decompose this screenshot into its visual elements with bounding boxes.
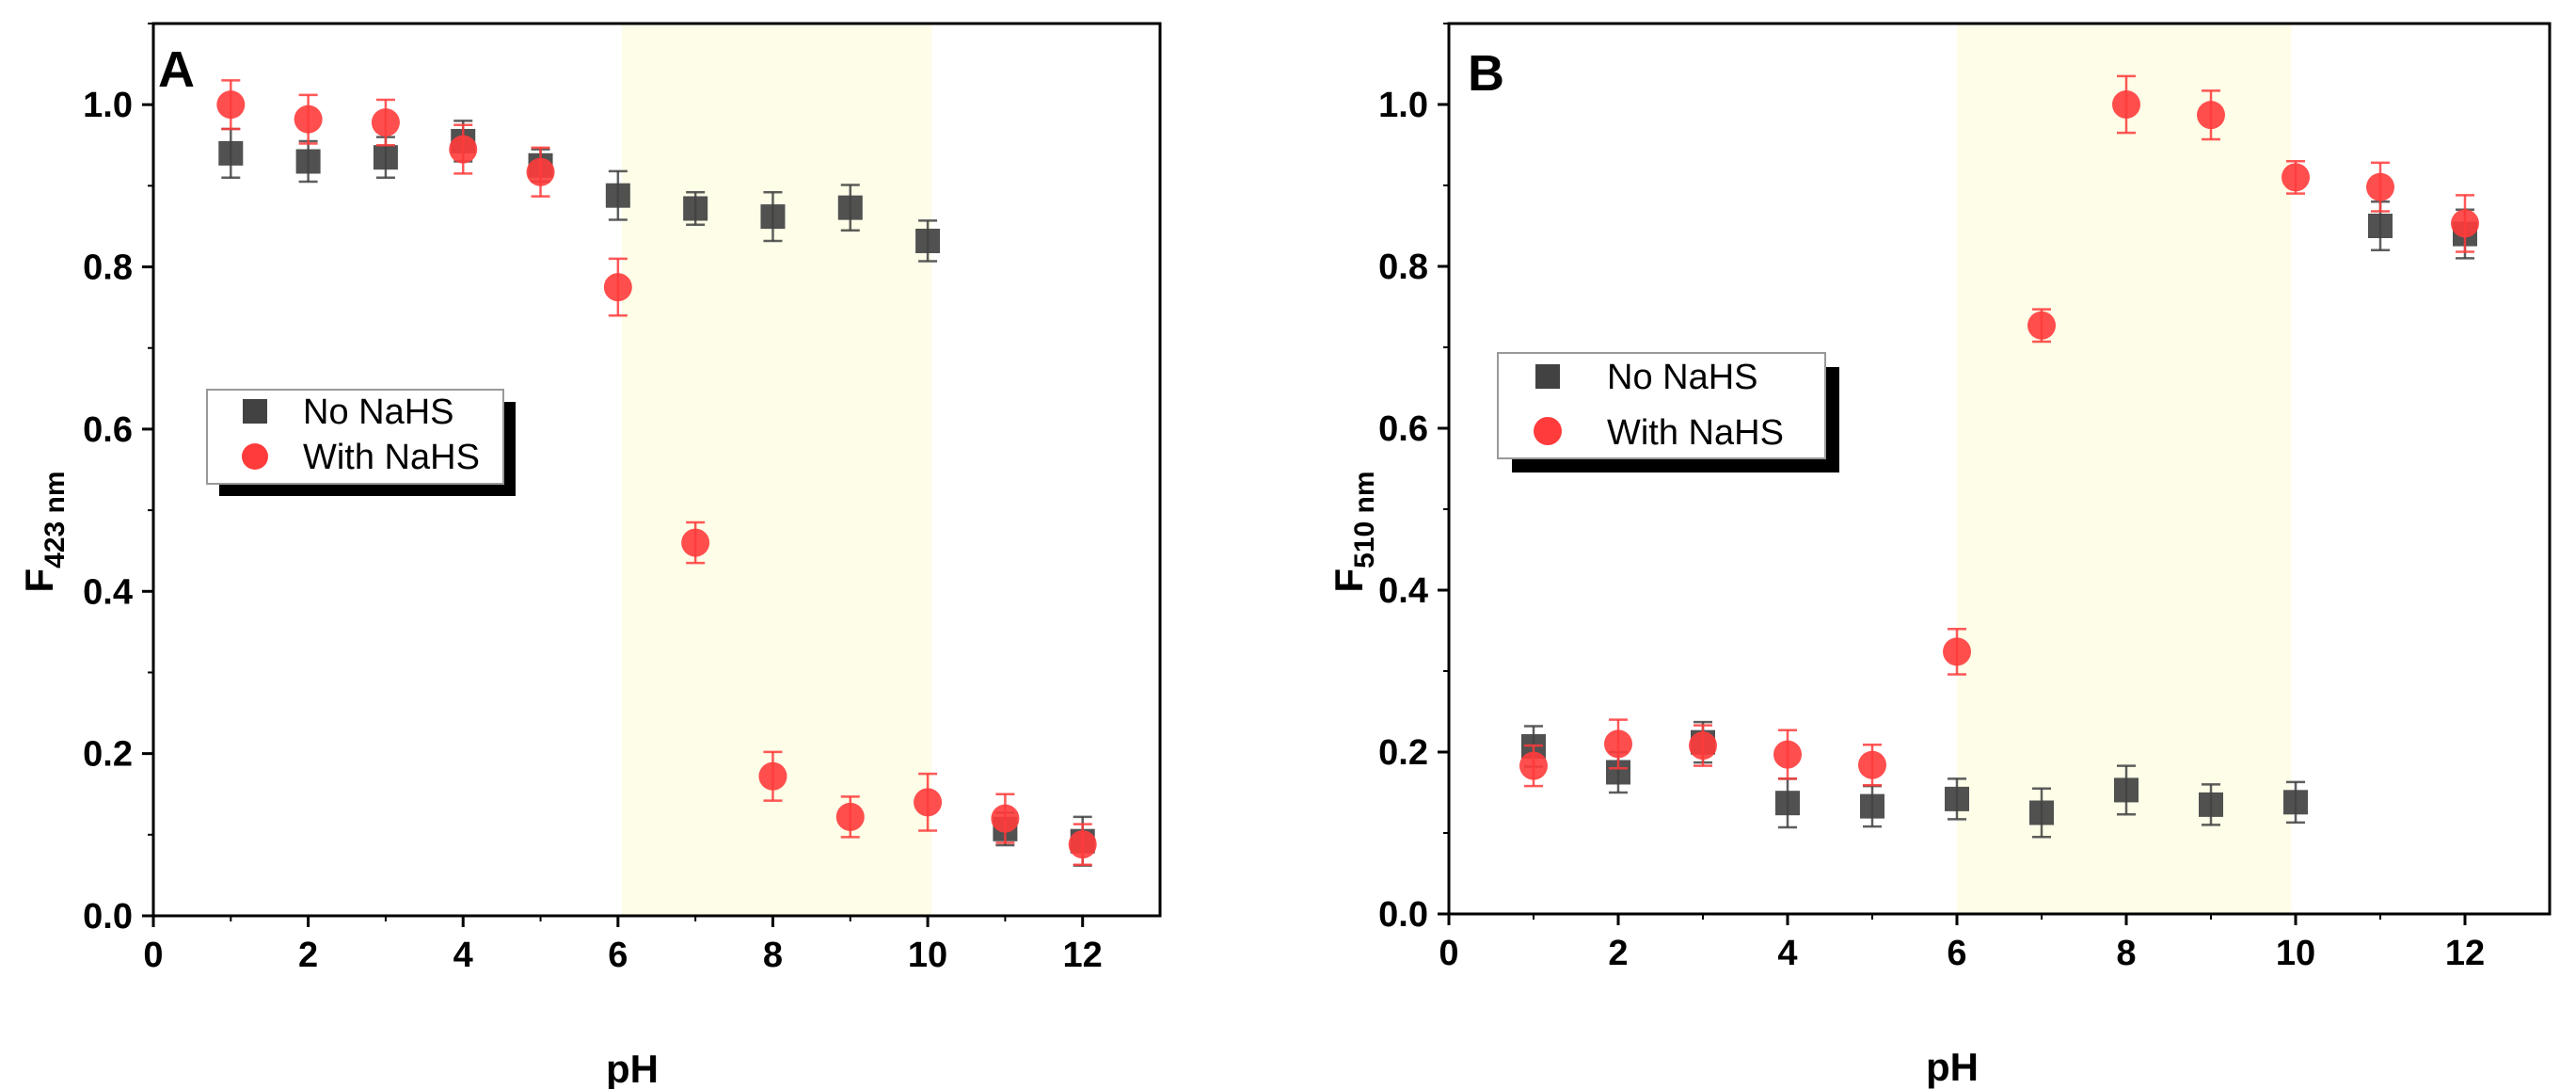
legend-a: No NaHS With NaHS <box>206 389 516 496</box>
data-point-with-nahs-a <box>681 528 710 557</box>
data-point-with-nahs-b <box>2366 172 2394 201</box>
y-tick-label-b: 0.8 <box>1378 248 1428 287</box>
y-axis-title-a: F423 nm <box>17 471 71 592</box>
data-point-no-nahs-b <box>2283 790 2308 815</box>
y-axis-ticks-b: 0.0 0.2 0.4 0.6 0.8 1.0 <box>1378 23 1449 935</box>
data-marks-a <box>216 79 1097 867</box>
legend-label-no-nahs-b: No NaHS <box>1607 358 1758 397</box>
y-axis-title-main-b: F <box>1327 569 1371 593</box>
data-point-no-nahs-b <box>1945 786 1969 811</box>
data-point-with-nahs-b <box>2451 209 2479 238</box>
data-point-no-nahs-b <box>2114 777 2139 803</box>
y-axis-ticks-a: 0.0 0.2 0.4 0.6 0.8 1.0 <box>83 23 153 937</box>
x-tick-label-b: 12 <box>2445 934 2485 973</box>
legend-label-with-nahs-b: With NaHS <box>1607 413 1784 453</box>
data-point-with-nahs-b <box>2197 101 2225 130</box>
data-point-with-nahs-b <box>1519 751 1548 780</box>
legend-swatch-square-b <box>1535 364 1560 389</box>
data-point-with-nahs-a <box>526 157 555 186</box>
x-tick-label-a: 2 <box>298 936 318 975</box>
data-point-with-nahs-a <box>914 788 943 817</box>
x-tick-label-b: 4 <box>1777 934 1797 973</box>
y-tick-label-a: 0.8 <box>83 248 133 288</box>
panel-label-b: B <box>1468 45 1504 102</box>
data-point-with-nahs-a <box>216 90 246 120</box>
y-tick-label-a: 0.0 <box>83 897 133 937</box>
legend-b: No NaHS With NaHS <box>1497 352 1839 472</box>
x-tick-label-a: 6 <box>608 936 628 975</box>
data-point-no-nahs-b <box>2029 800 2054 825</box>
x-axis-title-b: pH <box>1926 1045 1979 1089</box>
x-tick-label-a: 10 <box>908 936 947 975</box>
legend-swatch-square-a <box>243 399 267 424</box>
data-point-with-nahs-b <box>1604 729 1632 759</box>
x-tick-label-b: 8 <box>2116 934 2136 973</box>
data-point-with-nahs-a <box>835 802 865 831</box>
legend-label-with-nahs-a: With NaHS <box>303 438 480 477</box>
y-tick-label-b: 0.2 <box>1378 733 1428 773</box>
data-point-with-nahs-b <box>1943 637 1971 666</box>
y-axis-title-b: F510 nm <box>1327 471 1380 592</box>
legend-label-no-nahs-a: No NaHS <box>303 392 454 432</box>
data-point-no-nahs-a <box>373 145 398 170</box>
data-point-with-nahs-a <box>603 273 632 302</box>
panel-a: 0.0 0.2 0.4 0.6 0.8 1.0 0 2 4 6 8 10 12 A pH F423 n… <box>17 22 1162 1089</box>
x-axis-ticks-b: 0 2 4 6 8 10 12 <box>1439 914 2485 973</box>
y-axis-title-sub-b: 510 nm <box>1349 471 1380 568</box>
data-point-with-nahs-a <box>371 108 400 137</box>
data-point-with-nahs-a <box>294 104 323 134</box>
data-point-no-nahs-a <box>605 183 630 208</box>
data-point-no-nahs-a <box>760 204 786 230</box>
data-point-with-nahs-a <box>449 135 478 164</box>
panel-label-a: A <box>158 41 195 98</box>
y-tick-label-a: 1.0 <box>83 86 133 125</box>
data-point-no-nahs-a <box>218 140 244 166</box>
x-tick-label-a: 0 <box>143 936 163 975</box>
y-tick-label-b: 1.0 <box>1378 86 1428 125</box>
y-tick-label-b: 0.6 <box>1378 409 1428 449</box>
legend-swatch-circle-b <box>1534 417 1562 445</box>
x-tick-label-b: 0 <box>1439 934 1458 973</box>
x-axis-ticks-a: 0 2 4 6 8 10 12 <box>143 916 1103 975</box>
plot-frame-b <box>1447 22 2552 916</box>
y-axis-title-sub-a: 423 nm <box>40 471 71 568</box>
plot-frame-a <box>151 22 1162 918</box>
data-point-with-nahs-b <box>1773 740 1802 769</box>
y-tick-label-b: 0.4 <box>1378 571 1428 611</box>
x-tick-label-a: 8 <box>763 936 783 975</box>
x-axis-title-a: pH <box>606 1047 659 1089</box>
legend-swatch-circle-a <box>242 443 268 470</box>
data-point-no-nahs-b <box>2368 214 2393 238</box>
data-marks-b <box>1519 74 2479 839</box>
data-point-no-nahs-a <box>295 149 321 174</box>
data-point-with-nahs-b <box>1689 731 1717 761</box>
y-tick-label-b: 0.0 <box>1378 895 1428 935</box>
data-point-no-nahs-a <box>837 195 863 220</box>
data-point-with-nahs-a <box>991 804 1020 833</box>
data-point-with-nahs-a <box>758 761 787 791</box>
data-point-no-nahs-b <box>1860 793 1884 819</box>
y-tick-label-a: 0.6 <box>83 410 133 450</box>
data-point-no-nahs-b <box>1775 791 1800 816</box>
data-point-with-nahs-a <box>1068 830 1097 859</box>
data-point-no-nahs-b <box>2199 792 2223 817</box>
data-point-with-nahs-b <box>2027 311 2056 340</box>
panel-b: 0.0 0.2 0.4 0.6 0.8 1.0 0 2 4 6 8 10 12 B pH F510 n… <box>1327 22 2552 1089</box>
x-tick-label-b: 6 <box>1947 934 1966 973</box>
x-tick-label-a: 4 <box>453 936 473 975</box>
data-point-with-nahs-b <box>2282 163 2310 192</box>
y-axis-title-main-a: F <box>17 569 61 593</box>
x-tick-label-b: 2 <box>1608 934 1628 973</box>
data-point-with-nahs-b <box>1858 750 1886 779</box>
x-tick-label-a: 12 <box>1063 936 1103 975</box>
data-point-no-nahs-a <box>683 196 708 221</box>
data-point-with-nahs-b <box>2112 90 2140 119</box>
y-tick-label-a: 0.4 <box>83 572 133 612</box>
y-tick-label-a: 0.2 <box>83 735 133 775</box>
x-tick-label-b: 10 <box>2276 934 2315 973</box>
data-point-no-nahs-a <box>915 228 941 253</box>
